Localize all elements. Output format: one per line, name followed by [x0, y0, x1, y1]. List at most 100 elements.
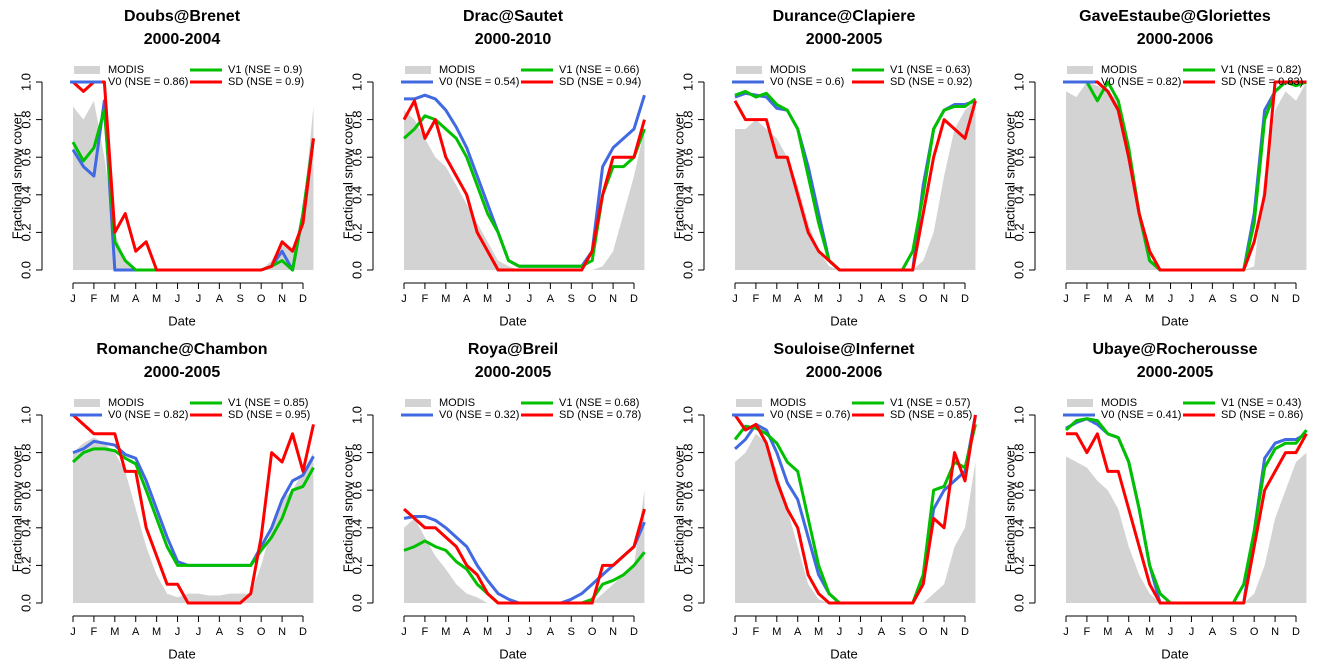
y-tick-label: 0.2	[1011, 556, 1026, 574]
y-tick-label: 0.4	[1011, 186, 1026, 204]
y-tick-label: 0.6	[349, 148, 364, 166]
x-tick-label: M	[441, 626, 450, 638]
legend-label: MODIS	[1101, 64, 1137, 76]
y-tick-label: 0.8	[349, 111, 364, 129]
y-tick-label: 0.6	[349, 481, 364, 499]
y-axis-label: Fractional snow cover	[9, 445, 24, 572]
y-tick-label: 0.6	[680, 481, 695, 499]
x-tick-label: M	[772, 293, 781, 305]
x-tick-label: J	[1189, 293, 1195, 305]
x-tick-label: M	[152, 293, 161, 305]
line	[71, 413, 315, 605]
x-tick-label: N	[609, 293, 617, 305]
x-tick-label: D	[299, 626, 307, 638]
legend-label: V0 (NSE = 0.41)	[1101, 409, 1181, 421]
x-tick-label: O	[919, 293, 928, 305]
x-axis-label: Date	[830, 646, 857, 661]
x-tick-label: S	[237, 293, 244, 305]
legend-swatch	[74, 399, 100, 407]
x-tick-label: S	[1230, 626, 1237, 638]
y-tick-label: 0.4	[680, 519, 695, 537]
x-tick-label: M	[1145, 293, 1154, 305]
chart-title: Drac@Sautet	[463, 8, 564, 25]
legend-label: V0 (NSE = 0.6)	[770, 76, 844, 88]
x-tick-label: M	[814, 293, 823, 305]
x-tick-label: M	[1103, 626, 1112, 638]
x-tick-label: D	[299, 293, 307, 305]
area	[735, 100, 976, 270]
legend-label: V1 (NSE = 0.63)	[890, 64, 970, 76]
x-tick-label: A	[794, 626, 802, 638]
y-tick-label: 0.0	[18, 594, 33, 612]
x-tick-label: M	[814, 626, 823, 638]
x-tick-label: M	[483, 626, 492, 638]
chart-subtitle: 2000-2010	[475, 31, 552, 48]
legend-swatch	[1067, 66, 1093, 74]
chart-title: Ubaye@Rocherousse	[1093, 341, 1258, 358]
y-tick-label: 1.0	[18, 406, 33, 424]
x-tick-label: A	[1125, 626, 1133, 638]
legend-label: SD (NSE = 0.9)	[228, 76, 304, 88]
x-tick-label: A	[1209, 293, 1217, 305]
legend-label: V0 (NSE = 0.54)	[439, 76, 519, 88]
x-axis-label: Date	[168, 646, 195, 661]
x-tick-label: D	[961, 626, 969, 638]
x-tick-label: J	[1168, 626, 1174, 638]
x-axis-label: Date	[830, 313, 857, 328]
legend-label: V1 (NSE = 0.82)	[1221, 64, 1301, 76]
x-tick-label: D	[630, 293, 638, 305]
y-tick-label: 0.2	[349, 556, 364, 574]
chart-title: Souloise@Infernet	[774, 341, 916, 358]
legend-label: V1 (NSE = 0.68)	[559, 397, 639, 409]
x-tick-label: A	[794, 293, 802, 305]
x-tick-label: S	[237, 626, 244, 638]
chart-subtitle: 2000-2004	[144, 31, 221, 48]
x-tick-label: J	[1063, 626, 1069, 638]
y-tick-label: 0.2	[680, 556, 695, 574]
y-tick-label: 0.0	[349, 594, 364, 612]
y-tick-label: 0.0	[680, 594, 695, 612]
x-tick-label: F	[422, 626, 429, 638]
y-tick-label: 0.6	[1011, 481, 1026, 499]
x-tick-label: J	[1189, 626, 1195, 638]
x-tick-label: J	[70, 626, 76, 638]
x-tick-label: M	[110, 293, 119, 305]
line	[71, 447, 315, 567]
line	[402, 507, 646, 605]
line	[733, 414, 977, 605]
x-tick-label: S	[899, 626, 906, 638]
legend-swatch	[736, 399, 762, 407]
x-tick-label: M	[772, 626, 781, 638]
y-tick-label: 0.2	[18, 556, 33, 574]
x-tick-label: J	[175, 293, 181, 305]
x-tick-label: F	[1084, 293, 1091, 305]
x-tick-label: F	[753, 293, 760, 305]
y-tick-label: 1.0	[349, 406, 364, 424]
x-tick-label: A	[216, 293, 224, 305]
x-tick-label: J	[196, 293, 202, 305]
y-tick-label: 0.0	[1011, 261, 1026, 279]
x-tick-label: D	[1292, 293, 1300, 305]
x-tick-label: F	[91, 293, 98, 305]
y-tick-label: 0.0	[1011, 594, 1026, 612]
legend-label: MODIS	[1101, 397, 1137, 409]
chart-title: Durance@Clapiere	[773, 8, 916, 25]
x-tick-label: M	[441, 293, 450, 305]
area	[404, 110, 645, 270]
legend-label: SD (NSE = 0.95)	[228, 409, 310, 421]
x-tick-label: J	[732, 293, 738, 305]
x-tick-label: O	[1250, 626, 1259, 638]
y-tick-label: 1.0	[680, 73, 695, 91]
x-tick-label: F	[91, 626, 98, 638]
legend-label: V0 (NSE = 0.86)	[108, 76, 188, 88]
chart-subtitle: 2000-2005	[806, 31, 883, 48]
legend-label: V0 (NSE = 0.82)	[108, 409, 188, 421]
x-tick-label: J	[858, 626, 864, 638]
chart-subtitle: 2000-2005	[475, 364, 552, 381]
x-tick-label: J	[527, 626, 533, 638]
chart-title: Doubs@Brenet	[124, 8, 241, 25]
